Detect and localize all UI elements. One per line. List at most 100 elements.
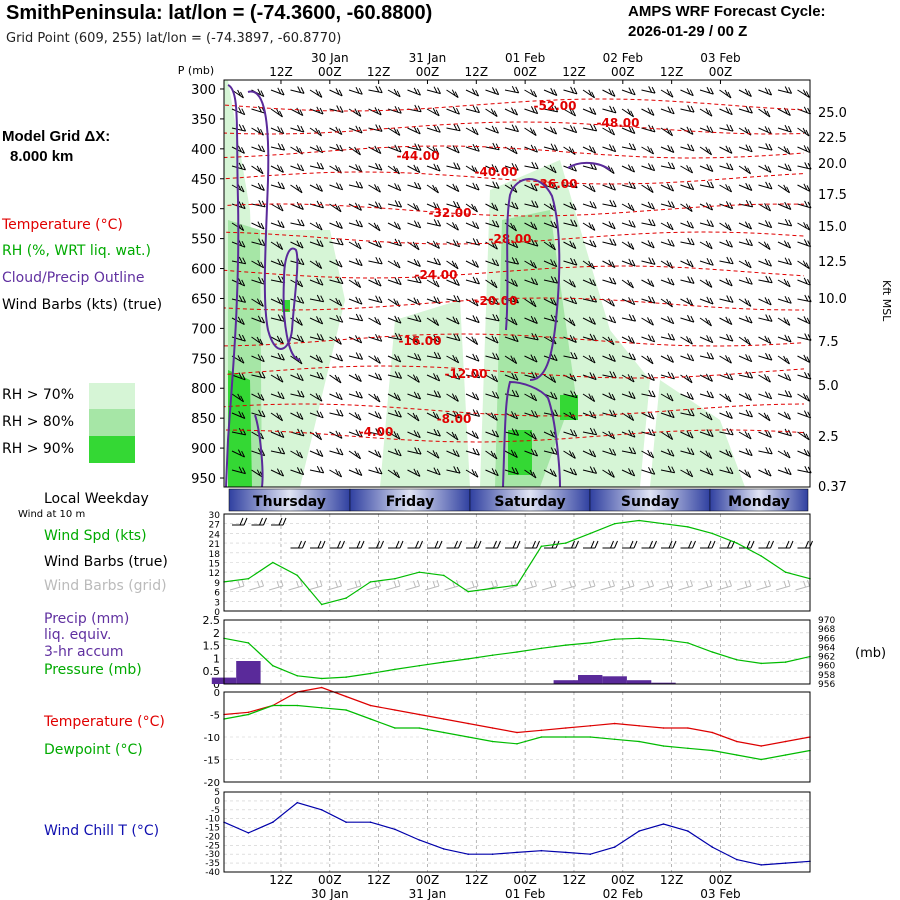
wind-barb bbox=[602, 144, 617, 153]
wind-barb bbox=[407, 430, 421, 439]
temp-series-line-point bbox=[711, 731, 714, 734]
wind-barb bbox=[231, 316, 245, 326]
true-barb bbox=[329, 540, 345, 549]
temp-series-line-point bbox=[491, 740, 494, 743]
pressure-line-point bbox=[736, 659, 738, 661]
wind-barb bbox=[329, 409, 344, 417]
temperature-contour bbox=[223, 231, 805, 245]
grid-barb bbox=[444, 579, 459, 591]
grid-barb bbox=[249, 579, 264, 591]
wind-barb bbox=[758, 181, 773, 190]
rh-region bbox=[260, 230, 345, 487]
wind-barb bbox=[543, 241, 556, 251]
wind-barb bbox=[348, 352, 364, 360]
temp-series-line-point bbox=[687, 727, 689, 729]
wchill-tick-label: -25 bbox=[205, 841, 220, 851]
grid-barb bbox=[405, 579, 420, 591]
wind-barb bbox=[738, 276, 753, 285]
wind-speed-line-point bbox=[369, 581, 372, 583]
wind-barb bbox=[758, 335, 772, 345]
precip-bar bbox=[236, 661, 261, 684]
wind-barb bbox=[426, 467, 441, 476]
wind-barb bbox=[348, 164, 363, 173]
pressure-tick-label: 968 bbox=[818, 625, 835, 635]
wind-barb bbox=[524, 200, 539, 208]
wind-barb bbox=[621, 142, 637, 151]
temp-series-line-point bbox=[760, 745, 762, 747]
wind-barb bbox=[641, 389, 656, 398]
wind-barb bbox=[426, 317, 440, 327]
grid-barb bbox=[346, 579, 362, 591]
pressure-tick-label: 650 bbox=[191, 292, 216, 307]
cloud-outline bbox=[505, 178, 561, 381]
wind-barb bbox=[641, 355, 654, 365]
wind-barb bbox=[699, 219, 714, 228]
wind-barb bbox=[485, 352, 500, 361]
kft-tick-label: 10.0 bbox=[818, 292, 847, 307]
wind-barb bbox=[426, 219, 442, 227]
wind-speed-line-point bbox=[418, 571, 421, 573]
wind-barb bbox=[777, 450, 791, 459]
wind-barb bbox=[387, 221, 401, 230]
temp-series-line-point bbox=[589, 725, 592, 727]
pressure-line-point bbox=[320, 677, 323, 680]
true-barbs bbox=[232, 517, 813, 549]
precip-tick-label: 2.5 bbox=[203, 614, 221, 627]
grid-barb bbox=[775, 579, 791, 591]
wind-barb bbox=[777, 146, 791, 155]
pressure-line-point bbox=[345, 676, 347, 678]
temperature-contour bbox=[223, 121, 805, 135]
wind-barb bbox=[524, 448, 539, 457]
wind-barb bbox=[699, 412, 713, 421]
wind-barb bbox=[582, 449, 597, 458]
pressure-tick-label: 300 bbox=[191, 83, 216, 98]
grid-line1: Model Grid ΔX: bbox=[2, 128, 111, 145]
temp-series-line-point bbox=[516, 743, 518, 745]
wind-barb bbox=[777, 355, 790, 365]
temperature-contour bbox=[223, 403, 805, 417]
wind-barb bbox=[329, 447, 344, 456]
temp-series-line-point bbox=[687, 747, 689, 750]
wind-barb bbox=[699, 125, 714, 134]
wind-barb bbox=[504, 162, 519, 171]
wind-barb bbox=[719, 355, 732, 364]
wind-barb bbox=[368, 295, 383, 304]
wind-barb bbox=[758, 164, 772, 173]
wind-barb bbox=[660, 221, 674, 231]
pressure-tick-label: 450 bbox=[191, 173, 216, 188]
pressure-line-point bbox=[589, 642, 592, 644]
wind-barb bbox=[407, 220, 422, 229]
wind-speed-line-point bbox=[345, 597, 347, 599]
wind-barb bbox=[309, 465, 325, 474]
wind-barb bbox=[485, 258, 500, 267]
wind-barb bbox=[465, 469, 479, 478]
wind-barb bbox=[660, 144, 675, 153]
wind-barb bbox=[777, 124, 792, 133]
temp-series-line-point bbox=[272, 704, 274, 707]
wind-barb bbox=[407, 143, 422, 151]
wind-barb bbox=[368, 184, 381, 193]
wind-chill-line-point bbox=[784, 862, 787, 864]
temp-series-line-point bbox=[491, 727, 494, 729]
wind-speed-line-point bbox=[443, 574, 445, 577]
wind-barb bbox=[797, 410, 812, 419]
wind-barb bbox=[777, 201, 792, 210]
temp-tick-label: -20 bbox=[204, 778, 220, 789]
wind-barb bbox=[231, 372, 246, 381]
wind-barb bbox=[680, 105, 695, 113]
wind-barb bbox=[309, 393, 323, 402]
wind-barb bbox=[738, 392, 752, 401]
wind-barb bbox=[231, 410, 246, 419]
wind-barb bbox=[426, 351, 442, 360]
true-barb bbox=[758, 540, 774, 549]
temp-series-line-point bbox=[418, 713, 421, 716]
wind-barb bbox=[563, 240, 577, 250]
wind-barb bbox=[504, 355, 518, 365]
wind-barb bbox=[563, 180, 578, 189]
wind-barb bbox=[446, 145, 460, 154]
temperature-contour bbox=[223, 203, 805, 217]
wind-chill-line-point bbox=[418, 839, 421, 841]
wind-barb bbox=[426, 124, 441, 133]
wind-barb bbox=[387, 354, 402, 363]
temp-series-line-point bbox=[662, 745, 665, 747]
